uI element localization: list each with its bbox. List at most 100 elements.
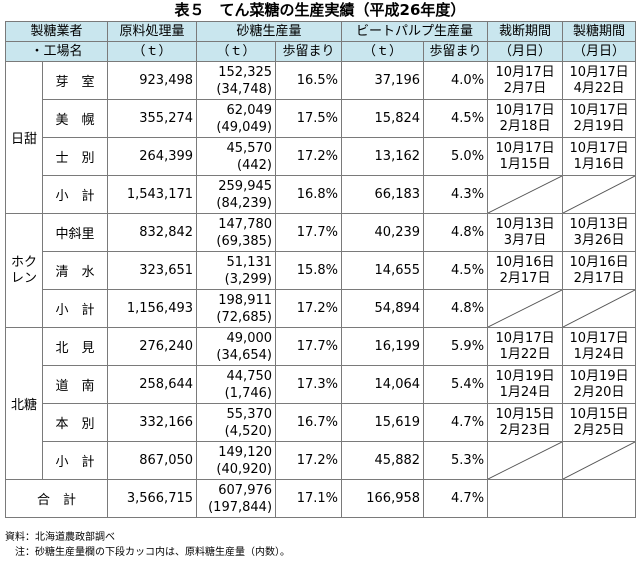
cutting-start: 10月13日 [495, 216, 555, 232]
factory-name: 士 別 [41, 137, 109, 176]
refining-start: 10月17日 [569, 64, 629, 80]
cutting-end: 2月17日 [499, 270, 551, 286]
cutting-period: 10月17日 1月22日 [487, 327, 564, 366]
sugar-yield: 17.7% [275, 327, 343, 366]
refining-end: 2月25日 [573, 422, 625, 438]
raw-amount: 276,240 [107, 327, 198, 366]
pulp-amount: 14,655 [341, 251, 425, 290]
sugar-raw-sugar: (442) [237, 157, 273, 173]
group-name: 北糖 [5, 327, 43, 480]
sugar-yield: 17.3% [275, 365, 343, 404]
header-factory: ・工場名 [4, 41, 109, 62]
empty-slash-cell [487, 441, 564, 480]
refining-start: 10月15日 [569, 406, 629, 422]
total-sugar: 607,976 (197,844) [196, 479, 277, 518]
empty-slash-cell [562, 175, 637, 214]
header-raw-unit: （ｔ） [107, 41, 198, 62]
sugar-total: 51,131 [226, 254, 273, 270]
factory-name: 中斜里 [41, 213, 109, 252]
sugar-yield: 15.8% [275, 251, 343, 290]
table-row: 士 別 264,399 45,570 (442) 17.2% 13,162 5.0% 10月1… [6, 137, 637, 176]
sugar-yield: 17.2% [275, 441, 343, 480]
sugar-amount: 152,325 (34,748) [196, 61, 277, 100]
cutting-start: 10月19日 [495, 368, 555, 384]
sugar-raw-sugar: (34,748) [216, 81, 273, 97]
refining-period: 10月17日 1月16日 [562, 137, 637, 176]
sugar-raw-sugar: (1,746) [224, 385, 273, 401]
pulp-amount: 16,199 [341, 327, 425, 366]
sugar-amount: 147,780 (69,385) [196, 213, 277, 252]
cutting-start: 10月17日 [495, 330, 555, 346]
cutting-period: 10月15日 2月23日 [487, 403, 564, 442]
refining-start: 10月17日 [569, 330, 629, 346]
refining-start: 10月17日 [569, 140, 629, 156]
header-refine-unit: （月日） [562, 41, 637, 62]
pulp-yield: 5.0% [423, 137, 489, 176]
table-row: 本 別 332,166 55,370 (4,520) 16.7% 15,619 4.7% 10… [6, 403, 637, 442]
sugar-amount: 198,911 (72,685) [196, 289, 277, 328]
group-name-line1: ホク [10, 254, 37, 270]
sugar-amount: 62,049 (49,049) [196, 99, 277, 138]
refining-start: 10月17日 [569, 102, 629, 118]
pulp-amount: 15,619 [341, 403, 425, 442]
cutting-period: 10月19日 1月24日 [487, 365, 564, 404]
pulp-amount: 15,824 [341, 99, 425, 138]
sugar-total: 62,049 [226, 102, 273, 118]
raw-amount: 867,050 [107, 441, 198, 480]
group-name: 日甜 [5, 61, 43, 214]
cutting-start: 10月17日 [495, 102, 555, 118]
pulp-yield: 4.5% [423, 251, 489, 290]
cutting-end: 2月23日 [499, 422, 551, 438]
sugar-yield: 17.2% [275, 137, 343, 176]
cutting-period: 10月13日 3月7日 [487, 213, 564, 252]
refining-period: 10月17日 4月22日 [562, 61, 637, 100]
pulp-yield: 4.0% [423, 61, 489, 100]
refining-period: 10月19日 2月20日 [562, 365, 637, 404]
total-empty-cell [487, 479, 564, 518]
raw-amount: 923,498 [107, 61, 198, 100]
total-empty-cell [562, 479, 637, 518]
refining-period: 10月17日 2月19日 [562, 99, 637, 138]
cutting-end: 2月18日 [499, 118, 551, 134]
refining-period: 10月13日 3月26日 [562, 213, 637, 252]
refining-end: 4月22日 [573, 80, 625, 96]
pulp-amount: 45,882 [341, 441, 425, 480]
sugar-total: 44,750 [226, 368, 273, 384]
refining-start: 10月19日 [569, 368, 629, 384]
pulp-amount: 54,894 [341, 289, 425, 328]
sugar-amount: 55,370 (4,520) [196, 403, 277, 442]
source-note: 資料：北海道農政部調べ [5, 532, 115, 543]
sugar-raw-sugar: (69,385) [216, 233, 273, 249]
factory-name: 美 幌 [41, 99, 109, 138]
empty-slash-cell [562, 289, 637, 328]
table-row: 小 計 867,050 149,120 (40,920) 17.2% 45,882 5.3% [6, 441, 637, 480]
refining-end: 1月24日 [573, 346, 625, 362]
sugar-raw-sugar: (72,685) [216, 309, 273, 325]
sugar-amount: 45,570 (442) [196, 137, 277, 176]
total-sugar-amount: 607,976 [218, 482, 273, 498]
pulp-amount: 37,196 [341, 61, 425, 100]
sugar-total: 149,120 [218, 444, 273, 460]
header-harvest-unit: （月日） [487, 41, 564, 62]
factory-name: 小 計 [41, 175, 109, 214]
factory-name: 道 南 [41, 365, 109, 404]
empty-slash-cell [562, 441, 637, 480]
empty-slash-cell [487, 289, 564, 328]
pulp-amount: 13,162 [341, 137, 425, 176]
sugar-amount: 149,120 (40,920) [196, 441, 277, 480]
cutting-end: 3月7日 [503, 232, 547, 248]
raw-amount: 264,399 [107, 137, 198, 176]
cutting-end: 1月22日 [499, 346, 551, 362]
pulp-amount: 14,064 [341, 365, 425, 404]
sugar-total: 259,945 [218, 178, 273, 194]
sugar-total: 49,000 [226, 330, 273, 346]
pulp-yield: 4.8% [423, 289, 489, 328]
sugar-raw-sugar: (34,654) [216, 347, 273, 363]
header-pulp-yield: 歩留まり [423, 41, 489, 62]
sugar-raw-sugar: (4,520) [224, 423, 273, 439]
sugar-yield: 16.7% [275, 403, 343, 442]
table-row: 小 計 1,543,171 259,945 (84,239) 16.8% 66,183 4.… [6, 175, 637, 214]
header-sugar: 砂糖生産量 [196, 21, 343, 42]
cutting-period: 10月17日 2月18日 [487, 99, 564, 138]
table-row: 北糖北 見 276,240 49,000 (34,654) 17.7% 16,199 5.9… [5, 327, 637, 480]
